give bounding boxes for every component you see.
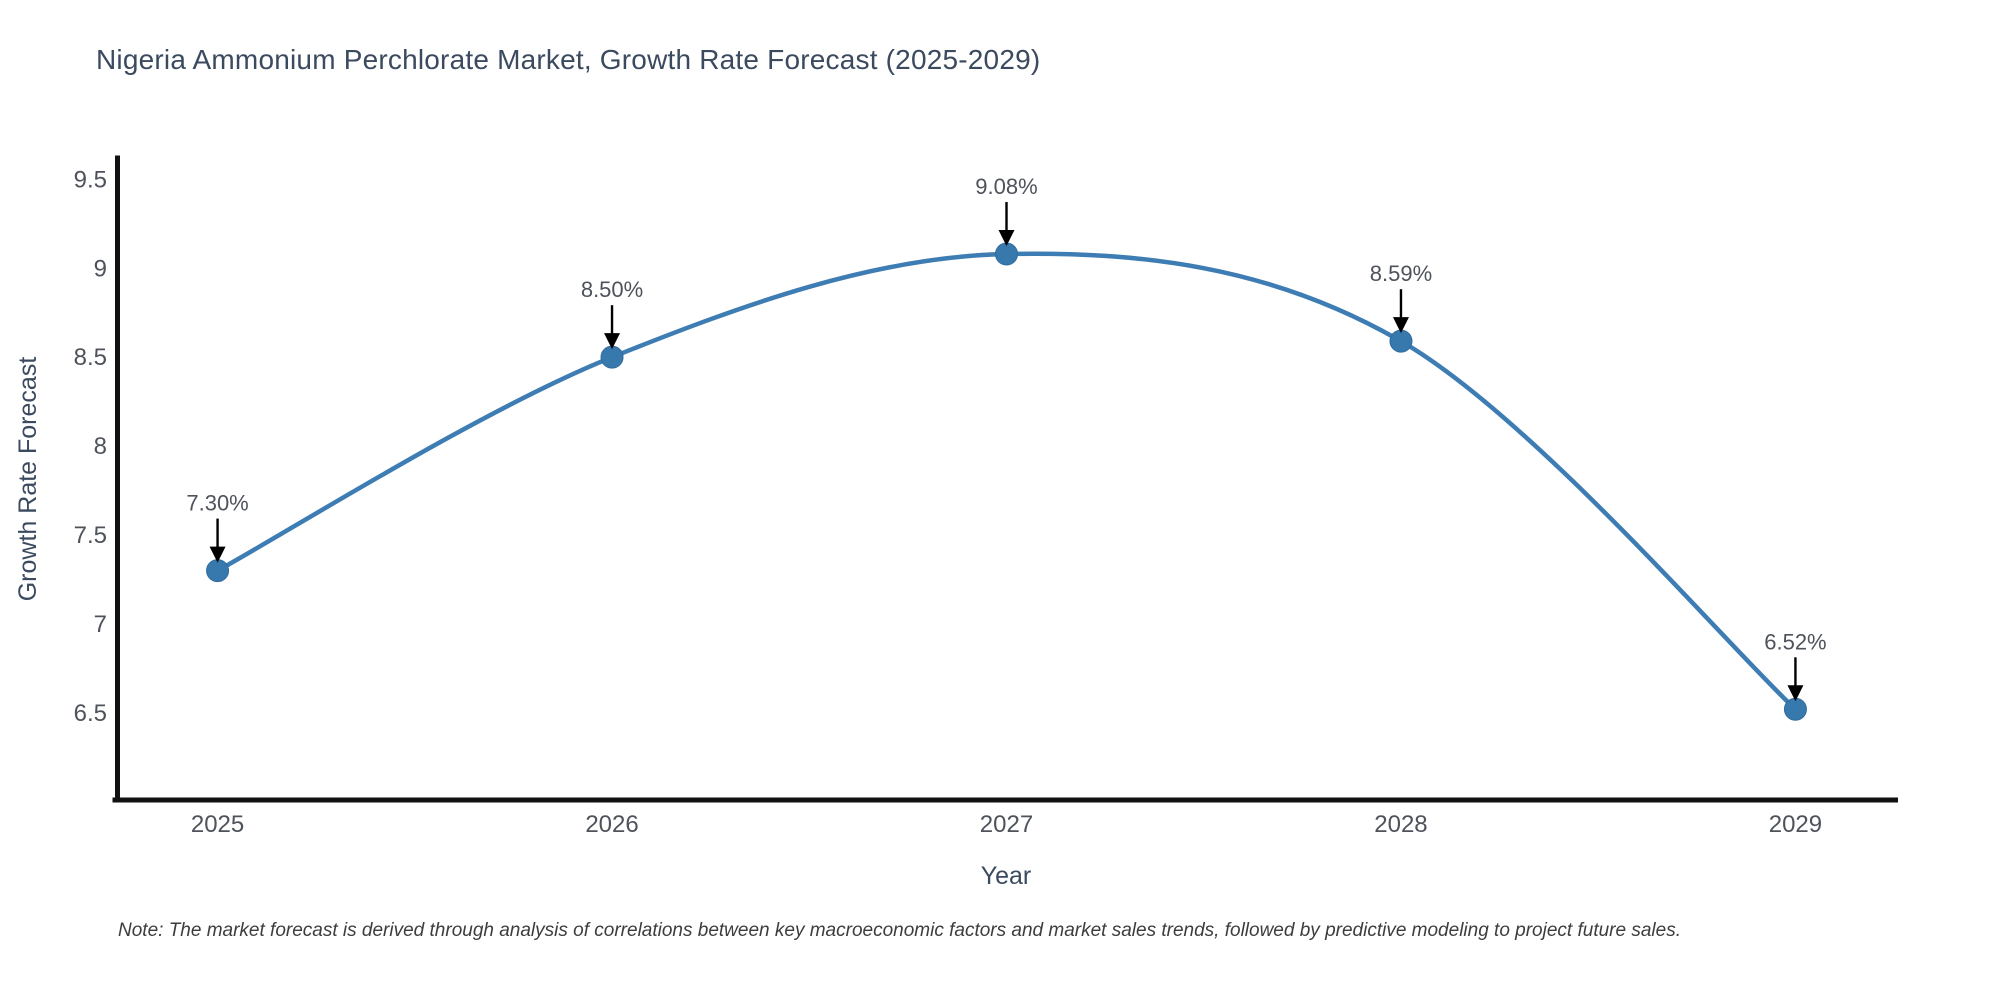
data-point[interactable] (1389, 329, 1413, 353)
y-tick-label: 6.5 (74, 700, 107, 727)
chart-title: Nigeria Ammonium Perchlorate Market, Gro… (96, 44, 1041, 75)
y-tick-label: 9 (94, 255, 107, 282)
y-tick-label: 7 (94, 611, 107, 638)
y-tick-label: 8.5 (74, 344, 107, 371)
x-tick-label: 2027 (980, 811, 1033, 838)
annotation-arrowhead-icon (209, 546, 226, 563)
point-value-label: 6.52% (1764, 629, 1826, 654)
data-point[interactable] (1783, 697, 1807, 721)
point-value-label: 7.30% (186, 491, 248, 516)
annotation-arrowhead-icon (1392, 317, 1409, 334)
data-point[interactable] (995, 242, 1018, 266)
y-tick-label: 8 (94, 433, 107, 460)
data-point[interactable] (206, 559, 230, 583)
x-tick-label: 2028 (1374, 811, 1427, 838)
forecast-line (215, 251, 1798, 712)
point-value-label: 8.59% (1370, 261, 1432, 286)
x-tick-label: 2026 (585, 811, 638, 838)
y-tick-label: 9.5 (74, 166, 107, 193)
point-value-label: 9.08% (975, 174, 1037, 199)
footnote: Note: The market forecast is derived thr… (118, 920, 1681, 941)
x-axis-title: Year (980, 862, 1032, 890)
x-tick-label: 2029 (1769, 811, 1822, 838)
y-tick-label: 7.5 (74, 522, 107, 549)
annotation-arrowhead-icon (1787, 685, 1804, 702)
annotation-arrowhead-icon (998, 230, 1015, 247)
annotation-arrowhead-icon (604, 333, 621, 350)
data-point[interactable] (600, 345, 624, 369)
point-value-label: 8.50% (581, 277, 643, 302)
x-tick-label: 2025 (191, 811, 244, 838)
